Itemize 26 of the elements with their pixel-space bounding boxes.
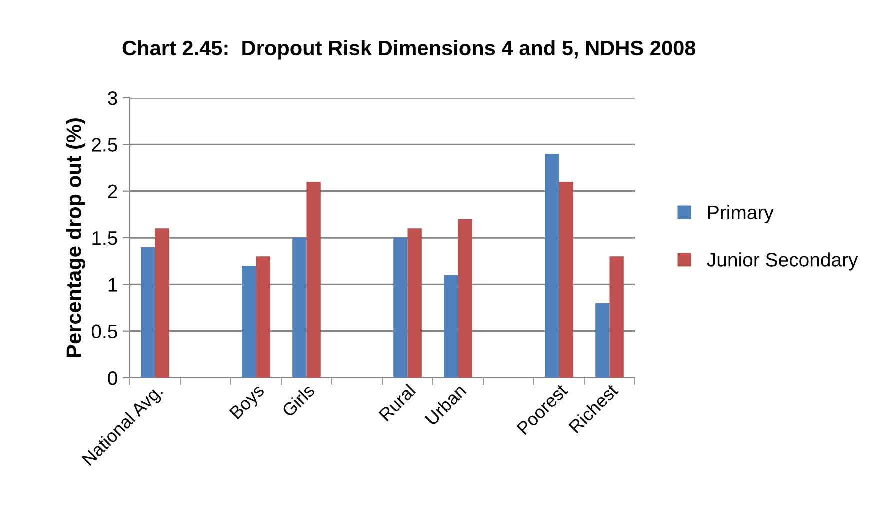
bar: [242, 266, 256, 378]
y-tick-label: 3: [108, 91, 118, 106]
bar: [444, 275, 458, 378]
legend-label: Junior Secondary: [707, 252, 858, 271]
bar: [155, 228, 170, 378]
bar: [545, 154, 560, 378]
bar: [306, 182, 321, 378]
y-tick-label: 1: [108, 278, 118, 292]
bar: [408, 228, 422, 378]
bar: [559, 182, 574, 378]
y-axis-title: Percentage drop out (%): [66, 118, 86, 357]
y-tick-label: 0.5: [92, 324, 118, 339]
x-tick-label: Girls: [281, 383, 316, 418]
bar: [141, 247, 156, 378]
bar: [610, 256, 624, 378]
bar: [394, 238, 408, 378]
bar: [596, 303, 610, 378]
y-tick-label: 1.5: [92, 232, 118, 246]
bar: [292, 238, 307, 378]
chart-title: Chart 2.45: Dropout Risk Dimensions 4 and 5, NDHS 2008: [122, 40, 696, 60]
y-tick-label: 2.5: [92, 138, 118, 152]
y-tick-label: 2: [108, 184, 118, 198]
bar: [458, 219, 472, 378]
bar: [256, 256, 270, 378]
y-tick-label: 0: [108, 371, 118, 386]
legend-label: Primary: [708, 205, 774, 224]
